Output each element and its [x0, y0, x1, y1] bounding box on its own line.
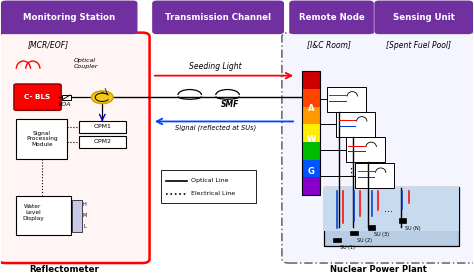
Text: Nuclear Power Plant: Nuclear Power Plant: [330, 266, 427, 275]
Text: M: M: [82, 213, 87, 218]
Text: SMF: SMF: [221, 100, 239, 109]
Bar: [324, 187, 459, 246]
Text: Signal (reflected at SUs): Signal (reflected at SUs): [175, 124, 256, 131]
Bar: [399, 218, 406, 223]
Text: G: G: [308, 167, 315, 176]
Text: C- BLS: C- BLS: [25, 94, 51, 100]
FancyBboxPatch shape: [1, 1, 137, 33]
Bar: [79, 136, 126, 148]
Text: [MCR/EOF]: [MCR/EOF]: [27, 41, 69, 50]
Bar: [368, 225, 375, 230]
Text: Optical
Coupler: Optical Coupler: [74, 58, 99, 69]
Text: SU (N): SU (N): [405, 225, 420, 230]
Text: [Spent Fuel Pool]: [Spent Fuel Pool]: [386, 41, 451, 50]
Text: SU (2): SU (2): [356, 238, 372, 243]
Bar: [336, 112, 375, 137]
Text: SU (3): SU (3): [374, 232, 389, 237]
Bar: [327, 87, 366, 112]
Text: ⋮: ⋮: [345, 168, 356, 178]
FancyBboxPatch shape: [14, 84, 61, 110]
Bar: [346, 137, 385, 162]
Text: H: H: [83, 202, 87, 207]
Bar: [302, 142, 320, 160]
Text: ···: ···: [384, 207, 393, 217]
Bar: [324, 187, 459, 232]
Bar: [333, 238, 341, 242]
Bar: [72, 200, 82, 232]
Bar: [302, 124, 320, 142]
Text: OPM1: OPM1: [93, 124, 111, 129]
FancyBboxPatch shape: [375, 1, 473, 33]
Text: Optical Line: Optical Line: [191, 178, 228, 183]
FancyBboxPatch shape: [0, 33, 150, 263]
Text: Monitoring Station: Monitoring Station: [23, 13, 115, 22]
Text: Seeding Light: Seeding Light: [190, 62, 242, 71]
Bar: [350, 231, 358, 235]
Text: Transmission Channel: Transmission Channel: [165, 13, 271, 22]
Text: OPM2: OPM2: [93, 139, 111, 144]
Bar: [161, 170, 256, 203]
Text: Sensing Unit: Sensing Unit: [393, 13, 455, 22]
Bar: [302, 89, 320, 107]
Text: SU (1): SU (1): [339, 245, 355, 250]
Text: L: L: [83, 224, 86, 229]
Text: W: W: [307, 135, 316, 144]
Bar: [302, 177, 320, 195]
Text: VOA: VOA: [58, 102, 71, 107]
FancyBboxPatch shape: [290, 1, 373, 33]
Text: Signal
Processing
Module: Signal Processing Module: [26, 131, 58, 147]
Circle shape: [91, 91, 113, 104]
Bar: [302, 160, 320, 177]
FancyBboxPatch shape: [153, 1, 283, 33]
Bar: [62, 95, 71, 100]
Text: A: A: [308, 104, 314, 114]
Bar: [79, 121, 126, 133]
Text: Electrical Line: Electrical Line: [191, 191, 235, 196]
Bar: [16, 196, 71, 235]
Bar: [16, 119, 67, 159]
Text: [I&C Room]: [I&C Room]: [307, 41, 351, 50]
Bar: [302, 107, 320, 124]
FancyBboxPatch shape: [282, 33, 474, 263]
Text: Reflectometer: Reflectometer: [29, 266, 100, 275]
Bar: [355, 163, 394, 188]
Text: Remote Node: Remote Node: [299, 13, 365, 22]
Bar: [302, 71, 320, 89]
Text: Water
Level
Display: Water Level Display: [22, 204, 44, 220]
Bar: [302, 71, 320, 195]
